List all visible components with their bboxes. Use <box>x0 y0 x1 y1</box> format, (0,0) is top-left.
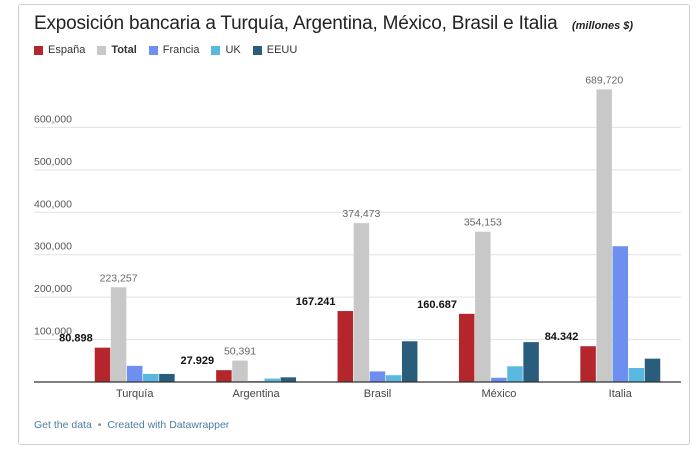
bar-españa <box>216 370 232 382</box>
data-label: 80.898 <box>59 333 93 345</box>
bar-total <box>353 223 370 382</box>
legend-swatch-total <box>97 45 107 55</box>
legend-item-eeuu[interactable]: EEUU <box>252 44 298 56</box>
bar-españa <box>458 313 475 382</box>
bar-eeuu <box>644 358 661 382</box>
x-tick-label: México <box>481 388 516 400</box>
x-tick-label: Italia <box>609 388 633 400</box>
bar-uk <box>143 373 159 382</box>
y-tick-label: 300,000 <box>34 241 72 253</box>
data-label: 27.929 <box>180 355 214 367</box>
chart-subtitle: (millones $) <box>571 20 634 32</box>
bar-eeuu <box>280 377 297 382</box>
legend-item-francia[interactable]: Francia <box>148 44 200 56</box>
bar-total <box>596 89 612 382</box>
datawrapper-credit-link[interactable]: Created with Datawrapper <box>107 419 230 431</box>
legend-swatch-francia <box>148 45 158 55</box>
legend-label-francia: Francia <box>162 44 200 56</box>
y-tick-label: 200,000 <box>34 283 72 295</box>
chart-title: Exposición bancaria a Turquía, Argentina… <box>34 13 558 34</box>
bar-total <box>475 231 491 382</box>
legend-label-uk: UK <box>225 44 241 56</box>
data-label: 354,153 <box>464 217 502 229</box>
data-label: 374,473 <box>342 208 380 220</box>
legend-swatch-eeuu <box>252 45 262 55</box>
bar-francia <box>612 246 629 382</box>
data-label: 223,257 <box>100 272 138 284</box>
bar-chart-plot: 100,000 200,000 300,000 400,000 500,000 600,0… <box>34 74 681 400</box>
x-tick-label: Argentina <box>233 388 281 400</box>
bar-españa <box>580 346 596 382</box>
bar-españa <box>94 347 111 382</box>
legend-item-uk[interactable]: UK <box>211 44 241 56</box>
x-tick-label: Brasil <box>364 388 392 400</box>
legend-label-espana: España <box>48 44 86 56</box>
legend: España Total Francia UK EEUU <box>34 44 297 56</box>
y-tick-label: 400,000 <box>34 198 72 210</box>
chart-frame: Exposición bancaria a Turquía, Argentina… <box>18 4 690 445</box>
bar-uk <box>507 366 523 382</box>
footer-separator: • <box>97 419 102 431</box>
y-tick-label: 100,000 <box>34 326 72 338</box>
y-tick-label: 500,000 <box>34 156 72 168</box>
bar-total <box>110 287 127 382</box>
title-row: Exposición bancaria a Turquía, Argentina… <box>34 13 633 35</box>
footer: Get the data • Created with Datawrapper <box>34 419 229 431</box>
bar-españa <box>337 311 354 382</box>
x-tick-label: Turquía <box>116 388 154 400</box>
bar-francia <box>369 371 386 382</box>
legend-swatch-espana <box>34 45 43 55</box>
bar-uk <box>264 378 280 382</box>
data-label: 689,720 <box>585 74 623 86</box>
bar-uk <box>628 367 645 382</box>
bar-eeuu <box>159 373 175 382</box>
data-label: 167.241 <box>296 296 336 308</box>
bar-total <box>232 360 248 382</box>
bar-uk <box>385 375 402 382</box>
legend-label-total: Total <box>111 44 137 56</box>
get-the-data-link[interactable]: Get the data <box>34 419 92 431</box>
bar-eeuu <box>401 341 418 382</box>
legend-item-total[interactable]: Total <box>97 44 137 56</box>
legend-label-eeuu: EEUU <box>266 44 298 56</box>
y-tick-label: 600,000 <box>34 113 72 125</box>
legend-item-espana[interactable]: España <box>34 44 85 56</box>
bar-eeuu <box>523 342 539 382</box>
data-label: 160.687 <box>417 299 457 311</box>
data-label: 50,391 <box>224 346 256 358</box>
legend-swatch-uk <box>211 45 221 55</box>
bar-francia <box>126 365 143 382</box>
bar-francia <box>491 377 507 382</box>
data-label: 84.342 <box>545 331 579 343</box>
